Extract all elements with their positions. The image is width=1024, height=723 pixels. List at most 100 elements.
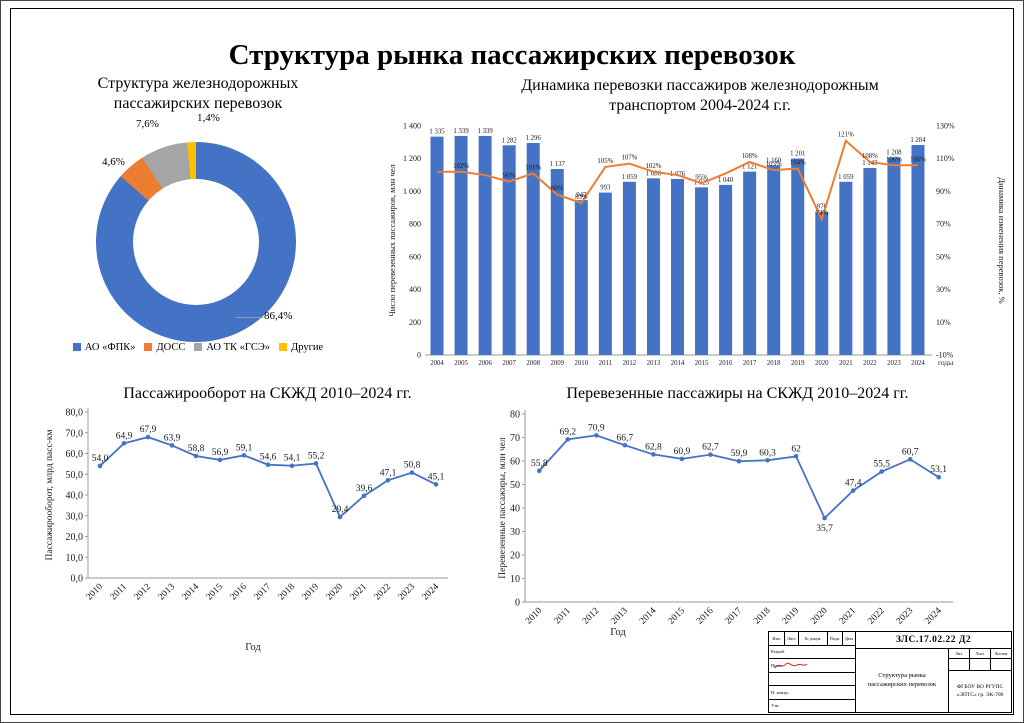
data-point [736, 458, 742, 464]
growth-label: 96% [503, 173, 516, 180]
growth-label: 102% [453, 163, 469, 170]
data-point [651, 452, 656, 457]
bar [622, 181, 636, 355]
bar [815, 211, 829, 355]
title-block-revision-table: Изм. Лист № докум. Подп. Дата Разраб. Пр… [769, 632, 856, 712]
bar [598, 192, 612, 355]
y-axis-tick: 0 [515, 598, 520, 609]
point-label: 62 [791, 444, 801, 454]
slice-label-fpk: 86,4% [264, 310, 293, 322]
year-tick: 2017 [253, 582, 274, 603]
data-point [265, 462, 271, 468]
left-axis-tick: 1 400 [403, 122, 421, 131]
point-label: 64,9 [116, 431, 133, 441]
point-label: 59,9 [731, 449, 748, 459]
year-tick: 2011 [599, 360, 612, 367]
y-axis-tick: 80 [510, 410, 520, 421]
bar [695, 187, 709, 355]
drawing-frame [10, 8, 1014, 715]
bar [502, 145, 516, 355]
data-point [313, 461, 319, 466]
bar [887, 157, 901, 355]
legend-label: АО «ФПК» [84, 342, 136, 353]
year-tick: 2015 [667, 606, 688, 627]
bar [767, 165, 781, 355]
y-axis-tick: 30 [510, 527, 520, 538]
passenger-turnover-chart: 0,0 10,0 20,0 30,0 40,0 50,0 60,0 70,0 80,0 54,0 2… [44, 408, 448, 653]
data-point [850, 488, 856, 493]
point-label: 56,9 [212, 448, 229, 458]
bar-value-label: 1 137 [550, 161, 566, 168]
donut-chart-title: Структура железнодорожных пассажирских п… [40, 74, 356, 114]
year-tick: 2023 [397, 582, 418, 603]
year-tick: 2010 [575, 360, 589, 367]
bar-value-label: 1 339 [477, 128, 493, 135]
y-axis-tick: 80,0 [66, 408, 84, 419]
row-prov: Пров. [769, 659, 855, 673]
right-axis-title: Динамика изменения перевозок, % [997, 177, 1007, 303]
bar [911, 144, 925, 355]
bar [526, 143, 540, 355]
bar-value-label: 1 040 [718, 177, 734, 184]
row-empty [769, 673, 855, 686]
legend-swatch-yellow [279, 343, 288, 351]
y-axis-tick: 40,0 [66, 491, 84, 502]
y-axis-tick: 20 [510, 551, 520, 562]
year-tick: 2015 [205, 582, 226, 603]
data-point [565, 437, 571, 442]
point-label: 66,7 [617, 433, 634, 443]
bar-line-combo-chart: 0 200 400 600 800 1 000 1 200 1 400 -10% 10% 30% 50… [387, 122, 1007, 368]
bar-value-label: 1 282 [502, 137, 518, 144]
bar-value-label: 1 080 [646, 170, 662, 177]
doc-code: ЗЛС.17.02.22 Д2 [856, 632, 1011, 649]
year-tick: 2012 [623, 360, 637, 367]
y-axis-tick: 70,0 [66, 428, 84, 439]
year-tick: 2017 [743, 360, 757, 367]
right-axis-tick: 70% [936, 220, 951, 229]
passengers-carried-title: Перевезенные пассажиры на СКЖД 2010–2024… [566, 385, 909, 402]
year-tick: 2022 [866, 606, 887, 627]
growth-label: 121% [838, 132, 854, 139]
legend-swatch-orange [144, 343, 153, 351]
point-label: 69,2 [559, 427, 576, 437]
year-tick: 2013 [609, 606, 630, 627]
y-axis-tick: 20,0 [66, 532, 84, 543]
y-axis-tick: 10 [510, 574, 520, 585]
point-label: 67,9 [140, 425, 157, 435]
row-razrab: Разраб. [769, 646, 855, 659]
y-axis-tick: 50,0 [66, 470, 84, 481]
year-tick: 2023 [887, 360, 901, 367]
year-tick: 2012 [133, 582, 154, 603]
y-axis-tick: 0,0 [71, 574, 84, 585]
bar-value-label: 1 335 [429, 129, 445, 136]
point-label: 45,1 [428, 472, 445, 482]
point-label: 55,8 [531, 459, 548, 469]
x-axis-title: Год [245, 642, 261, 653]
bar-value-label: 1 208 [886, 149, 902, 156]
left-axis-title: Число перевезенных пассажиров, млн чел [387, 164, 397, 317]
bar [550, 169, 564, 355]
donut-title-line1: Структура железнодорожных [97, 75, 299, 92]
data-point [217, 457, 223, 463]
bar [454, 135, 468, 355]
year-tick: 2021 [839, 360, 853, 367]
bar-title-line1: Динамика перевозки пассажиров железнодор… [521, 77, 879, 94]
point-label: 59,1 [236, 443, 253, 453]
point-label: 29,4 [332, 505, 349, 515]
point-label: 62,8 [645, 442, 662, 452]
year-tick: 2024 [923, 606, 944, 627]
data-point [121, 441, 127, 446]
doc-title-cell: Структура рынка пассажирских перевозок [856, 649, 949, 712]
year-tick: 2016 [695, 606, 716, 627]
growth-label: 95% [695, 174, 708, 181]
legend-swatch-gray [194, 343, 203, 351]
slice-label-other: 1,4% [197, 112, 220, 124]
year-tick: 2018 [752, 606, 773, 627]
x-axis-title: годы [938, 358, 953, 367]
bar-value-label: 1 339 [453, 128, 469, 135]
year-tick: 2020 [815, 360, 829, 367]
year-tick: 2014 [181, 582, 202, 603]
growth-line [437, 138, 918, 222]
revision-header-row: Изм. Лист № докум. Подп. Дата [769, 632, 855, 646]
slice-label-doss: 4,6% [102, 156, 125, 168]
